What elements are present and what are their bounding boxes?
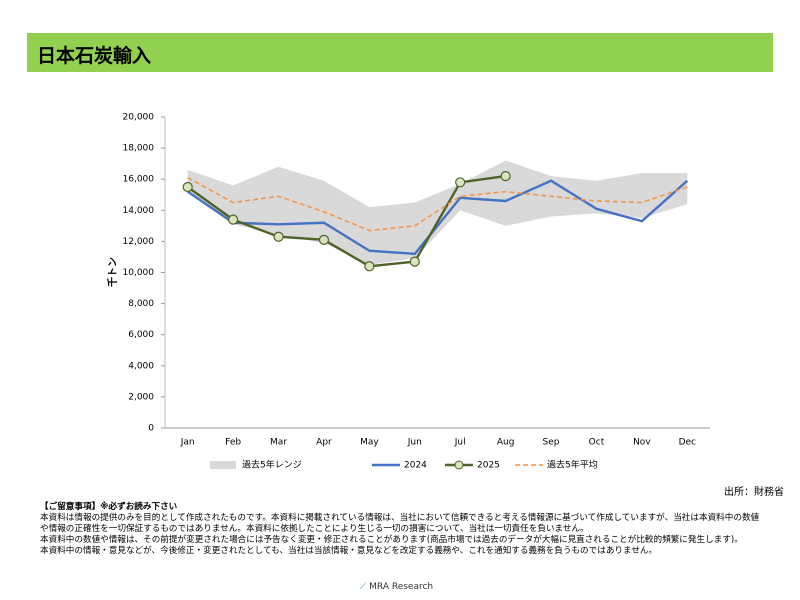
y-tick-label: 4,000: [128, 361, 154, 371]
point: [500, 170, 511, 182]
y-tick-label: 16,000: [123, 175, 155, 185]
y-tick-label: 10,000: [123, 268, 155, 278]
x-tick-label: Dec: [679, 438, 696, 448]
x-tick-label: May: [360, 438, 379, 448]
point: [182, 181, 193, 193]
x-tick-label: Jul: [454, 438, 466, 448]
point: [409, 256, 420, 267]
header-bar: 日本石炭輸入: [27, 33, 773, 72]
y-tick-label: 6,000: [128, 330, 154, 340]
point: [455, 177, 466, 188]
point: [318, 234, 330, 245]
series-line: [187, 176, 688, 232]
legend-label: 2025: [477, 461, 500, 471]
y-tick-label: 8,000: [128, 299, 154, 309]
note-line: 本資料中の情報・意見などが、今後修正・変更されたとしても、当社は当該情報・意見な…: [40, 546, 658, 556]
x-tick-label: Feb: [225, 438, 241, 448]
y-axis-label: 千トン: [106, 257, 119, 287]
legend-label: 2024: [404, 461, 427, 471]
x-tick-label: Aug: [497, 438, 515, 448]
source: 出所：財務省: [724, 485, 784, 498]
series-line: [187, 179, 689, 256]
x-tick-label: Jan: [180, 438, 195, 448]
y-tick-label: 18,000: [123, 144, 155, 154]
x-tick-label: Nov: [633, 438, 651, 448]
legend-swatch: [210, 461, 236, 469]
point: [273, 231, 284, 242]
series-line: [187, 174, 506, 268]
logo: ⟋ MRA Research: [360, 582, 434, 592]
y-tick-label: 0: [148, 424, 154, 434]
y-tick-label: 14,000: [123, 206, 155, 216]
notes-heading: 【ご留意事項】※必ずお読み下さい: [40, 502, 178, 512]
x-tick-label: Apr: [316, 438, 332, 448]
point: [364, 261, 375, 272]
legend-marker: [454, 460, 464, 470]
legend-label: 過去5年レンジ: [242, 459, 302, 471]
x-tick-label: Mar: [270, 438, 287, 448]
legend-label: 過去5年平均: [547, 459, 598, 471]
y-tick-label: 2,000: [128, 392, 154, 402]
x-tick-label: Sep: [543, 438, 560, 448]
x-tick-label: Oct: [589, 438, 605, 448]
note-line: 本資料中の数値や情報は、その前提が変更された場合には予告なく変更・修正されること…: [40, 535, 743, 545]
note-line: 本資料は情報の提供のみを目的として作成されたものです。本資料に掲載されている情報…: [40, 513, 760, 534]
page-title: 日本石炭輸入: [37, 45, 152, 67]
logo-text: MRA Research: [369, 582, 434, 592]
notes: 【ご留意事項】※必ずお読み下さい 本資料は情報の提供のみを目的として作成されたも…: [40, 502, 762, 557]
y-tick-label: 20,000: [123, 113, 155, 123]
point: [228, 214, 239, 225]
x-tick-label: Jun: [407, 438, 422, 448]
y-tick-label: 12,000: [123, 237, 155, 247]
